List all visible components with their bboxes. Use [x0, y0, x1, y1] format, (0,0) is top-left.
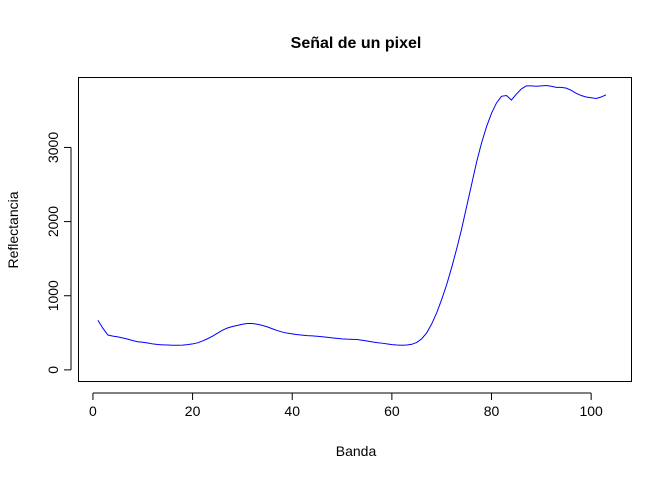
plot-area: [78, 77, 632, 382]
x-tick-label: 40: [284, 403, 300, 419]
x-tick-label: 0: [89, 403, 97, 419]
y-tick-label: 2000: [45, 206, 61, 237]
y-axis: 0 1000 2000 3000: [45, 132, 72, 374]
x-axis-label: Banda: [336, 443, 377, 459]
x-tick-label: 80: [484, 403, 500, 419]
x-tick-label: 100: [579, 403, 603, 419]
series-group: [97, 85, 607, 346]
y-axis-label: Reflectancia: [5, 191, 21, 268]
series-line: [97, 85, 607, 346]
y-tick-label: 1000: [45, 280, 61, 311]
x-tick-label: 20: [185, 403, 201, 419]
y-tick-label: 3000: [45, 132, 61, 163]
chart-title: Señal de un pixel: [291, 35, 422, 52]
x-tick-label: 60: [384, 403, 400, 419]
x-axis: 0 20 40 60 80 100: [89, 392, 603, 419]
y-tick-label: 0: [45, 366, 61, 374]
